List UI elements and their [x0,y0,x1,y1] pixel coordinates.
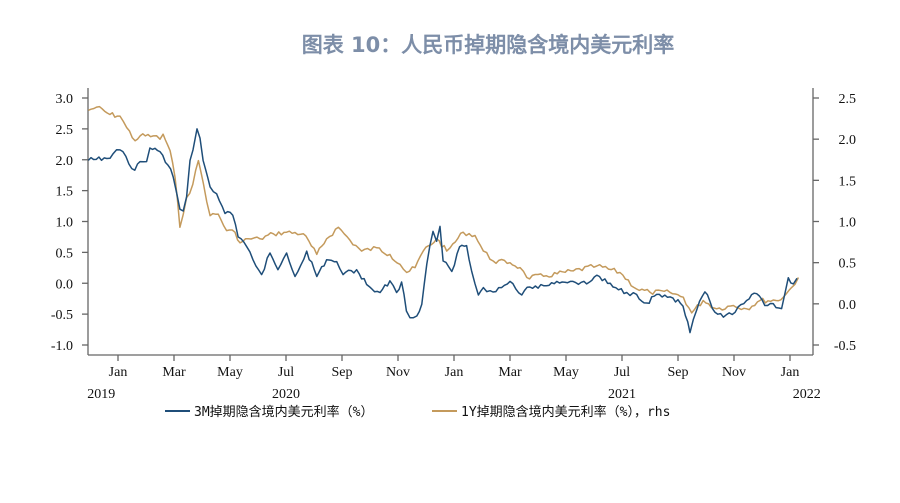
x-tick-label: Jan [781,365,800,380]
x-tick-label: Jan [445,365,464,380]
right-tick-label: 2.5 [839,92,857,107]
left-tick-label: 1.5 [56,185,74,200]
year-label: 2019 [87,387,115,402]
tick-labels: 3.0 2.5 2.0 1.5 1.0 0.5 0.0 -0.5 -1.0 2.5 2.0 1.5 1.… [51,92,856,402]
chart-title: 图表 10：人民币掉期隐含境内美元利率 [302,33,675,57]
x-tick-label: Mar [162,365,186,380]
left-tick-label: 2.5 [56,123,74,138]
left-tick-label: 0.5 [56,246,74,261]
axes [87,88,814,356]
legend-label-3m: 3M掉期隐含境内美元利率（%） [194,404,373,420]
x-tick-label: Sep [668,365,689,380]
x-tick-label: May [217,365,243,380]
right-tick-label: 1.5 [839,174,857,189]
year-label: 2020 [272,387,300,402]
right-tick-label: 0.0 [839,298,857,313]
x-tick-label: Sep [332,365,353,380]
right-tick-label: 0.5 [839,257,857,272]
series-lines [87,105,800,334]
legend-label-1y: 1Y掉期隐含境内美元利率（%），rhs [461,404,670,420]
right-tick-label: 1.0 [839,216,857,231]
year-label: 2022 [793,387,821,402]
left-tick-label: 1.0 [56,216,74,231]
x-tick-label: May [553,365,579,380]
legend: 3M掉期隐含境内美元利率（%） 1Y掉期隐含境内美元利率（%），rhs [165,404,670,420]
x-tick-label: Jul [614,365,630,380]
x-tick-label: Jan [109,365,128,380]
left-tick-label: -1.0 [51,339,73,354]
year-label: 2021 [608,387,636,402]
right-tick-label: 2.0 [839,133,857,148]
x-tick-label: Mar [498,365,522,380]
left-tick-label: -0.5 [51,308,73,323]
right-tick-label: -0.5 [834,339,856,354]
left-tick-label: 0.0 [56,277,74,292]
x-tick-label: Jul [278,365,294,380]
series-line-3m [87,128,798,334]
left-tick-label: 2.0 [56,154,74,169]
x-tick-label: Nov [386,365,410,380]
left-tick-label: 3.0 [56,92,74,107]
x-tick-label: Nov [722,365,746,380]
